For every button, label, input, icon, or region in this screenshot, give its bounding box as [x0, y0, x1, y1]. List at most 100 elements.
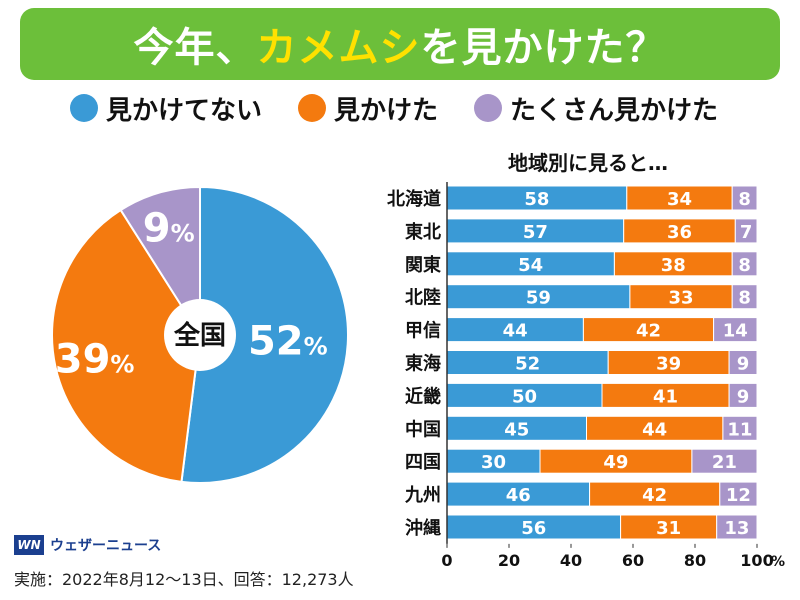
bar-segment-seen [613, 251, 733, 277]
region-label: 東海 [405, 353, 441, 375]
bar-segment-seen [629, 284, 733, 310]
bar-segment-seen [620, 514, 718, 540]
pie-svg: 全国 52% 39% 9% [51, 185, 349, 484]
national-pie-chart: 全国 52% 39% 9% [40, 175, 360, 495]
bar-value-label: 9 [737, 354, 750, 375]
bar-value-label: 36 [667, 222, 692, 243]
bar-segment-not-seen [446, 218, 625, 244]
x-tick-label: 80 [684, 551, 706, 570]
legend-swatch-not-seen [70, 94, 98, 122]
bar-value-label: 42 [642, 485, 667, 506]
logo-mark: WN [14, 535, 44, 555]
bar-value-label: 45 [504, 419, 529, 440]
pie-center-label: 全国 [173, 320, 226, 351]
bar-value-label: 54 [518, 255, 543, 276]
x-tick-label: 0 [441, 551, 452, 570]
bar-value-label: 59 [526, 288, 551, 309]
legend-label-seen: 見かけた [334, 95, 439, 126]
bar-value-label: 44 [503, 321, 528, 342]
bar-segment-not-seen [446, 448, 541, 474]
x-tick-label: 100 [740, 551, 773, 570]
bar-value-label: 52 [515, 354, 540, 375]
pie-center-circle [164, 299, 236, 371]
x-axis-unit: % [771, 554, 785, 570]
bar-value-label: 8 [738, 255, 751, 276]
pie-value-label-seen-a-lot: 9% [143, 205, 195, 251]
region-label: 九州 [404, 485, 441, 506]
bar-value-label: 33 [669, 288, 694, 309]
bar-segment-not-seen [446, 350, 609, 375]
title-banner: 今年、 カメムシ を見かけた？ [20, 8, 780, 80]
regional-bar-chart: 地域別に見ると… 北海道 58 34 8 東北 57 36 7 関東 54 38 8 北陸 59 33 8 甲信 4… [370, 140, 790, 580]
bar-segment-not-seen [446, 251, 615, 277]
bar-value-label: 56 [521, 518, 546, 539]
bar-value-label: 34 [667, 189, 692, 210]
bar-segment-not-seen [446, 382, 603, 408]
bar-value-label: 11 [727, 419, 752, 440]
bar-segment-seen [607, 350, 730, 375]
bar-value-label: 8 [738, 189, 751, 210]
bar-segment-seen-a-lot [722, 415, 758, 441]
bar-segment-seen-a-lot [719, 481, 758, 507]
bar-segment-seen-a-lot [731, 185, 758, 211]
bar-segment-seen [589, 481, 721, 507]
title-highlight: カメムシ [256, 25, 421, 71]
bar-segment-seen [582, 317, 715, 343]
bar-segment-not-seen [446, 481, 591, 507]
bar-segment-seen-a-lot [731, 284, 758, 310]
bar-segment-seen-a-lot [728, 350, 758, 375]
bar-segment-seen-a-lot [731, 251, 758, 277]
legend-label-seen-a-lot: たくさん見かけた [510, 95, 719, 126]
pie-slice-seen-a-lot [119, 185, 201, 339]
bar-segment-seen-a-lot [716, 514, 758, 540]
title-part1: 今年、 [133, 25, 257, 71]
legend-swatch-seen-a-lot [474, 94, 503, 122]
pie-slice-not-seen [180, 185, 349, 484]
bar-value-label: 46 [506, 485, 531, 506]
logo-text: ウェザーニュース [50, 538, 162, 554]
weathernews-logo: WN ウェザーニュース [14, 533, 161, 557]
bar-value-label: 8 [738, 288, 751, 309]
bar-value-label: 49 [603, 452, 628, 473]
region-label: 関東 [405, 254, 441, 276]
bar-value-label: 50 [512, 386, 537, 407]
bar-segment-seen-a-lot [728, 382, 758, 408]
bar-segment-seen [586, 415, 724, 441]
legend: 見かけてない 見かけた たくさん見かけた [70, 88, 750, 128]
bar-segment-seen-a-lot [713, 317, 758, 343]
region-label: 東北 [405, 221, 441, 243]
pie-value-label-seen: 39% [55, 337, 135, 383]
bar-value-label: 21 [712, 452, 737, 473]
bar-segment-not-seen [446, 317, 584, 343]
survey-footnote: 実施：2022年8月12～13日、回答：12,273人 [14, 570, 354, 589]
region-label: 四国 [405, 452, 441, 473]
region-label: 近畿 [405, 385, 441, 407]
bar-value-label: 39 [656, 354, 681, 375]
bar-value-label: 7 [740, 222, 753, 243]
region-label: 北海道 [387, 188, 441, 210]
bar-value-label: 57 [523, 222, 548, 243]
title-part2: を見かけた？ [420, 25, 667, 71]
bar-segment-not-seen [446, 514, 622, 540]
x-tick-label: 60 [622, 551, 644, 570]
bar-value-label: 9 [737, 386, 750, 407]
bar-value-label: 44 [642, 419, 667, 440]
bar-chart-title: 地域別に見ると… [508, 151, 668, 175]
pie-value-label-not-seen: 52% [248, 319, 328, 365]
region-label: 沖縄 [405, 517, 441, 539]
bar-value-label: 30 [481, 452, 506, 473]
bar-segment-seen-a-lot [691, 448, 758, 474]
bar-value-label: 14 [723, 321, 748, 342]
bar-svg: 地域別に見ると… 北海道 58 34 8 東北 57 36 7 関東 54 38 8 北陸 59 33 8 甲信 4… [387, 151, 785, 570]
bar-segment-seen [623, 218, 736, 244]
bar-segment-not-seen [446, 415, 587, 441]
bar-value-label: 41 [653, 386, 678, 407]
legend-label-not-seen: 見かけてない [106, 95, 263, 126]
bar-segment-seen-a-lot [734, 218, 758, 244]
legend-item-seen-a-lot: たくさん見かけた [474, 90, 718, 127]
x-tick-label: 20 [498, 551, 520, 570]
bar-value-label: 38 [661, 255, 686, 276]
legend-item-not-seen: 見かけてない [70, 90, 262, 127]
bar-value-label: 42 [636, 321, 661, 342]
region-label: 甲信 [405, 320, 441, 342]
